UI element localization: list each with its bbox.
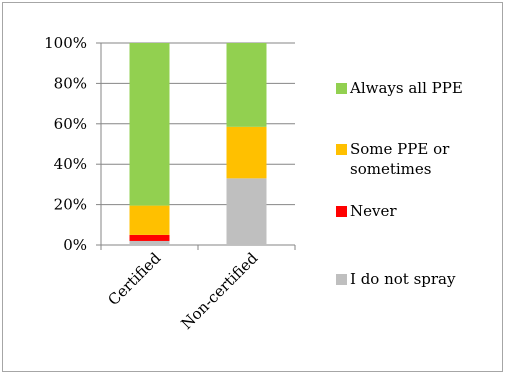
bar-some-ppe-or-sometimes-non-certified (226, 126, 267, 179)
x-tick-label: Non-certified (177, 249, 261, 333)
chart-area: 0% 20% 40% 60% 80% 100% Certified Non-certified… (2, 2, 503, 372)
bar-i-do-not-spray-non-certified (226, 178, 267, 245)
bar-never-certified (129, 234, 170, 241)
bar-always-all-ppe-certified (129, 43, 170, 206)
legend-label: sometimes (350, 160, 431, 178)
y-tick-label: 20% (54, 196, 87, 214)
legend-swatch (336, 144, 347, 155)
legend-label: Some PPE or (350, 140, 450, 158)
legend-swatch (336, 274, 347, 285)
legend-label: Never (350, 202, 397, 220)
bar-some-ppe-or-sometimes-certified (129, 205, 170, 235)
x-tick-label: Certified (104, 249, 164, 309)
y-tick-label: 80% (54, 74, 87, 92)
y-tick-label: 40% (54, 155, 87, 173)
legend-swatch (336, 206, 347, 217)
bar-i-do-not-spray-certified (129, 240, 170, 245)
legend-label: I do not spray (350, 270, 456, 288)
bar-always-all-ppe-non-certified (226, 43, 267, 127)
y-tick-label: 0% (63, 236, 87, 254)
legend-swatch (336, 83, 347, 94)
stacked-bar-chart: 0% 20% 40% 60% 80% 100% Certified Non-certified… (44, 34, 463, 333)
y-tick-label: 100% (44, 34, 87, 52)
legend-label: Always all PPE (349, 79, 463, 97)
y-tick-label: 60% (54, 115, 87, 133)
